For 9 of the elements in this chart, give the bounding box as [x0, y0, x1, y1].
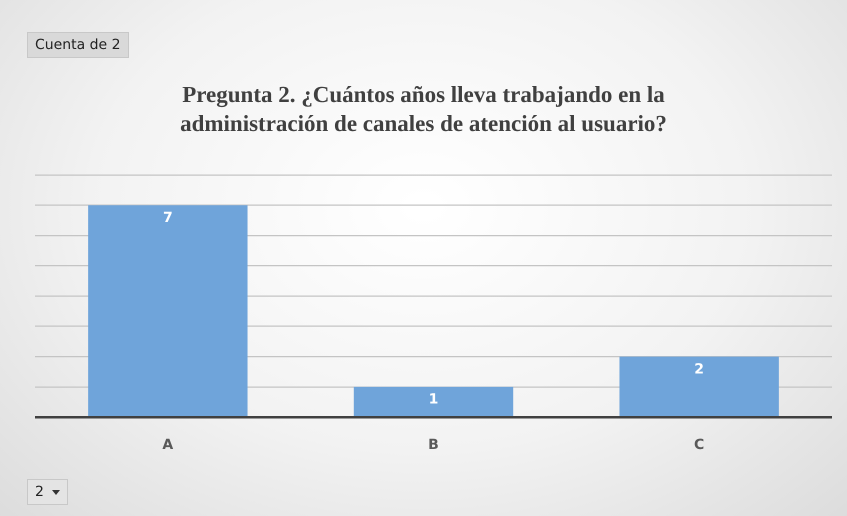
chart-title: Pregunta 2. ¿Cuántos años lleva trabajando en la administración de canales de atención al usuario?	[179, 81, 668, 138]
text: 2	[35, 484, 44, 500]
data-label: 2	[694, 361, 704, 378]
x-tick-label: C	[694, 437, 704, 454]
x-tick-label: B	[428, 437, 439, 454]
x-tick-label: A	[162, 437, 174, 454]
text: Cuenta de 2	[35, 37, 121, 53]
data-label: 7	[162, 210, 173, 226]
data-label: 1	[428, 392, 438, 408]
